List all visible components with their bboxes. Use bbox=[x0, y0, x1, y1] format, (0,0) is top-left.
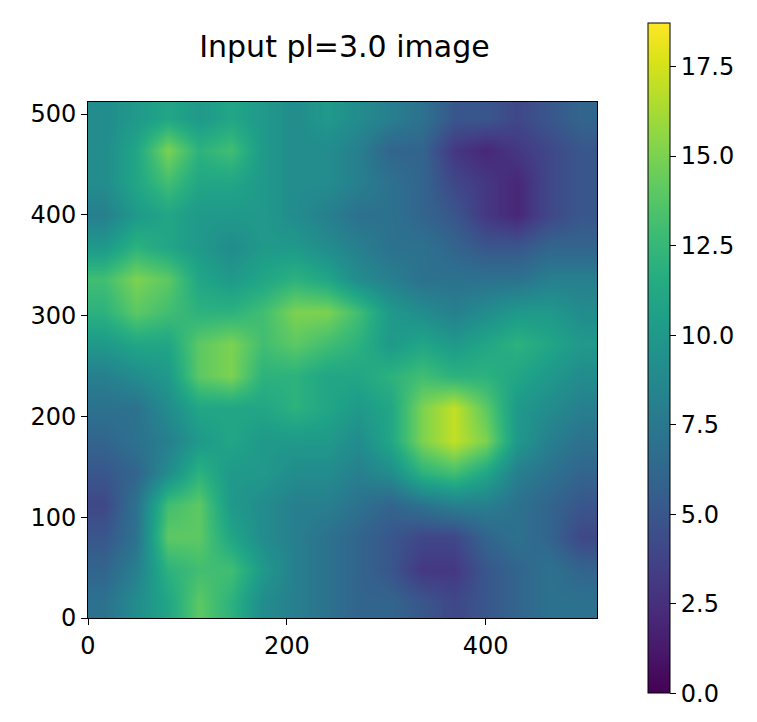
svg-text:7.5: 7.5 bbox=[681, 411, 719, 439]
svg-text:100: 100 bbox=[30, 504, 76, 532]
svg-text:5.0: 5.0 bbox=[681, 501, 719, 529]
svg-text:15.0: 15.0 bbox=[681, 142, 734, 170]
svg-text:12.5: 12.5 bbox=[681, 232, 734, 260]
svg-text:200: 200 bbox=[30, 403, 76, 431]
svg-text:10.0: 10.0 bbox=[681, 322, 734, 350]
svg-text:500: 500 bbox=[30, 100, 76, 128]
svg-text:200: 200 bbox=[264, 632, 310, 660]
svg-text:400: 400 bbox=[30, 201, 76, 229]
svg-text:2.5: 2.5 bbox=[681, 590, 719, 618]
svg-text:0: 0 bbox=[80, 632, 95, 660]
svg-text:Input pl=3.0 image: Input pl=3.0 image bbox=[199, 29, 489, 64]
svg-text:17.5: 17.5 bbox=[681, 53, 734, 81]
svg-text:0.0: 0.0 bbox=[681, 680, 719, 708]
svg-text:300: 300 bbox=[30, 302, 76, 330]
svg-text:400: 400 bbox=[463, 632, 509, 660]
svg-text:0: 0 bbox=[61, 604, 76, 632]
